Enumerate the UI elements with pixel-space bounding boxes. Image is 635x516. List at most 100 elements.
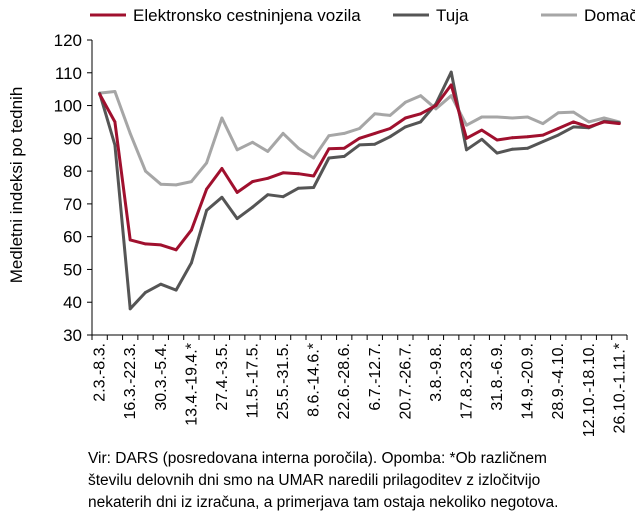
data-point (480, 128, 484, 132)
data-point (587, 120, 591, 124)
data-point (526, 115, 529, 119)
y-tick-label: 60 (63, 228, 82, 247)
y-axis: 30 40 50 60 70 80 90 100 110 120 (54, 31, 93, 345)
data-point (297, 146, 300, 150)
x-tick-label: 6.7.-12.7. (367, 343, 384, 411)
data-point (541, 140, 545, 144)
x-tick-label: 31.8.-6.9. (489, 343, 506, 411)
data-point (342, 155, 346, 158)
data-point (449, 70, 453, 74)
data-point (128, 132, 132, 135)
x-tick-label: 26.10.-1.11.* (611, 343, 628, 433)
data-point (388, 135, 392, 139)
data-point (419, 112, 422, 116)
data-point (404, 125, 407, 129)
y-tick-label: 110 (55, 64, 82, 83)
data-point (266, 176, 270, 180)
chart-legend: Elektronsko cestninjena vozila Tuja Domača (90, 6, 635, 25)
data-point (465, 148, 468, 152)
data-point (235, 217, 239, 221)
data-point (312, 186, 315, 189)
data-point (541, 133, 545, 137)
data-point (174, 288, 178, 292)
data-point (541, 122, 545, 125)
data-point (480, 115, 484, 119)
data-point (327, 156, 331, 160)
data-point (235, 191, 239, 194)
y-tick-label: 70 (63, 195, 82, 214)
legend-label: Tuja (436, 6, 469, 25)
data-point (159, 282, 163, 286)
data-point (297, 186, 300, 190)
data-point (449, 94, 453, 98)
data-point (190, 261, 193, 265)
data-point (465, 136, 468, 140)
data-point (205, 161, 209, 165)
legend-label: Elektronsko cestninjena vozila (133, 6, 361, 25)
data-point (388, 114, 392, 117)
data-point (251, 180, 254, 184)
data-point (174, 183, 178, 187)
y-axis-label: Medletni indeksi po tednih (7, 87, 26, 284)
x-tick-label: 27.4.-3.5. (214, 343, 231, 411)
data-point (205, 187, 209, 191)
data-point (373, 112, 377, 116)
data-point (358, 136, 361, 140)
data-point (235, 148, 239, 152)
x-tick-label: 2.3.-8.3. (92, 343, 109, 402)
x-tick-label: 20.7.-26.7. (397, 343, 414, 420)
data-point (342, 132, 346, 135)
x-tick-label: 8.6.-14.6.* (306, 343, 323, 417)
data-point (419, 120, 422, 124)
data-point (251, 140, 254, 144)
data-point (587, 125, 591, 129)
data-point (511, 116, 514, 120)
data-point (480, 137, 484, 141)
data-point (572, 120, 575, 124)
x-tick-label: 30.3.-5.4. (153, 343, 170, 411)
data-point (434, 104, 438, 107)
y-tick-label: 50 (63, 260, 82, 279)
data-point (511, 136, 514, 140)
data-point (174, 248, 178, 252)
series-line-2 (98, 70, 620, 311)
data-point (128, 307, 132, 311)
data-point (144, 242, 147, 246)
x-tick-label: 17.8.-23.8. (459, 343, 476, 420)
x-tick-label: 12.10.-18.10. (581, 343, 598, 437)
data-point (572, 110, 575, 114)
series-lines (98, 70, 621, 311)
data-point (434, 107, 438, 111)
data-point (312, 156, 315, 160)
data-point (190, 228, 193, 232)
data-point (465, 123, 468, 127)
data-point (159, 243, 163, 247)
data-point (449, 83, 453, 87)
y-tick-label: 30 (63, 326, 82, 345)
data-point (266, 150, 270, 153)
x-tick-label: 16.3.-22.3. (122, 343, 139, 420)
data-point (297, 172, 300, 176)
data-point (128, 238, 132, 242)
data-point (205, 209, 209, 212)
data-point (526, 146, 529, 150)
data-point (419, 94, 422, 98)
data-point (556, 133, 560, 137)
data-point (220, 167, 224, 170)
y-tick-label: 40 (63, 293, 82, 312)
x-tick-label: 22.6.-28.6. (336, 343, 353, 420)
y-tick-label: 90 (63, 129, 82, 148)
data-point (526, 135, 529, 139)
data-point (404, 100, 407, 104)
x-tick-label: 28.9.-4.10. (550, 343, 567, 420)
data-point (144, 169, 147, 173)
data-point (281, 171, 285, 175)
data-point (220, 195, 224, 199)
data-point (495, 115, 499, 119)
data-point (572, 125, 575, 129)
data-point (495, 151, 499, 155)
data-point (113, 120, 117, 124)
data-point (312, 174, 315, 178)
y-tick-label: 80 (63, 162, 82, 181)
x-tick-label: 14.9.-20.9. (520, 343, 537, 420)
